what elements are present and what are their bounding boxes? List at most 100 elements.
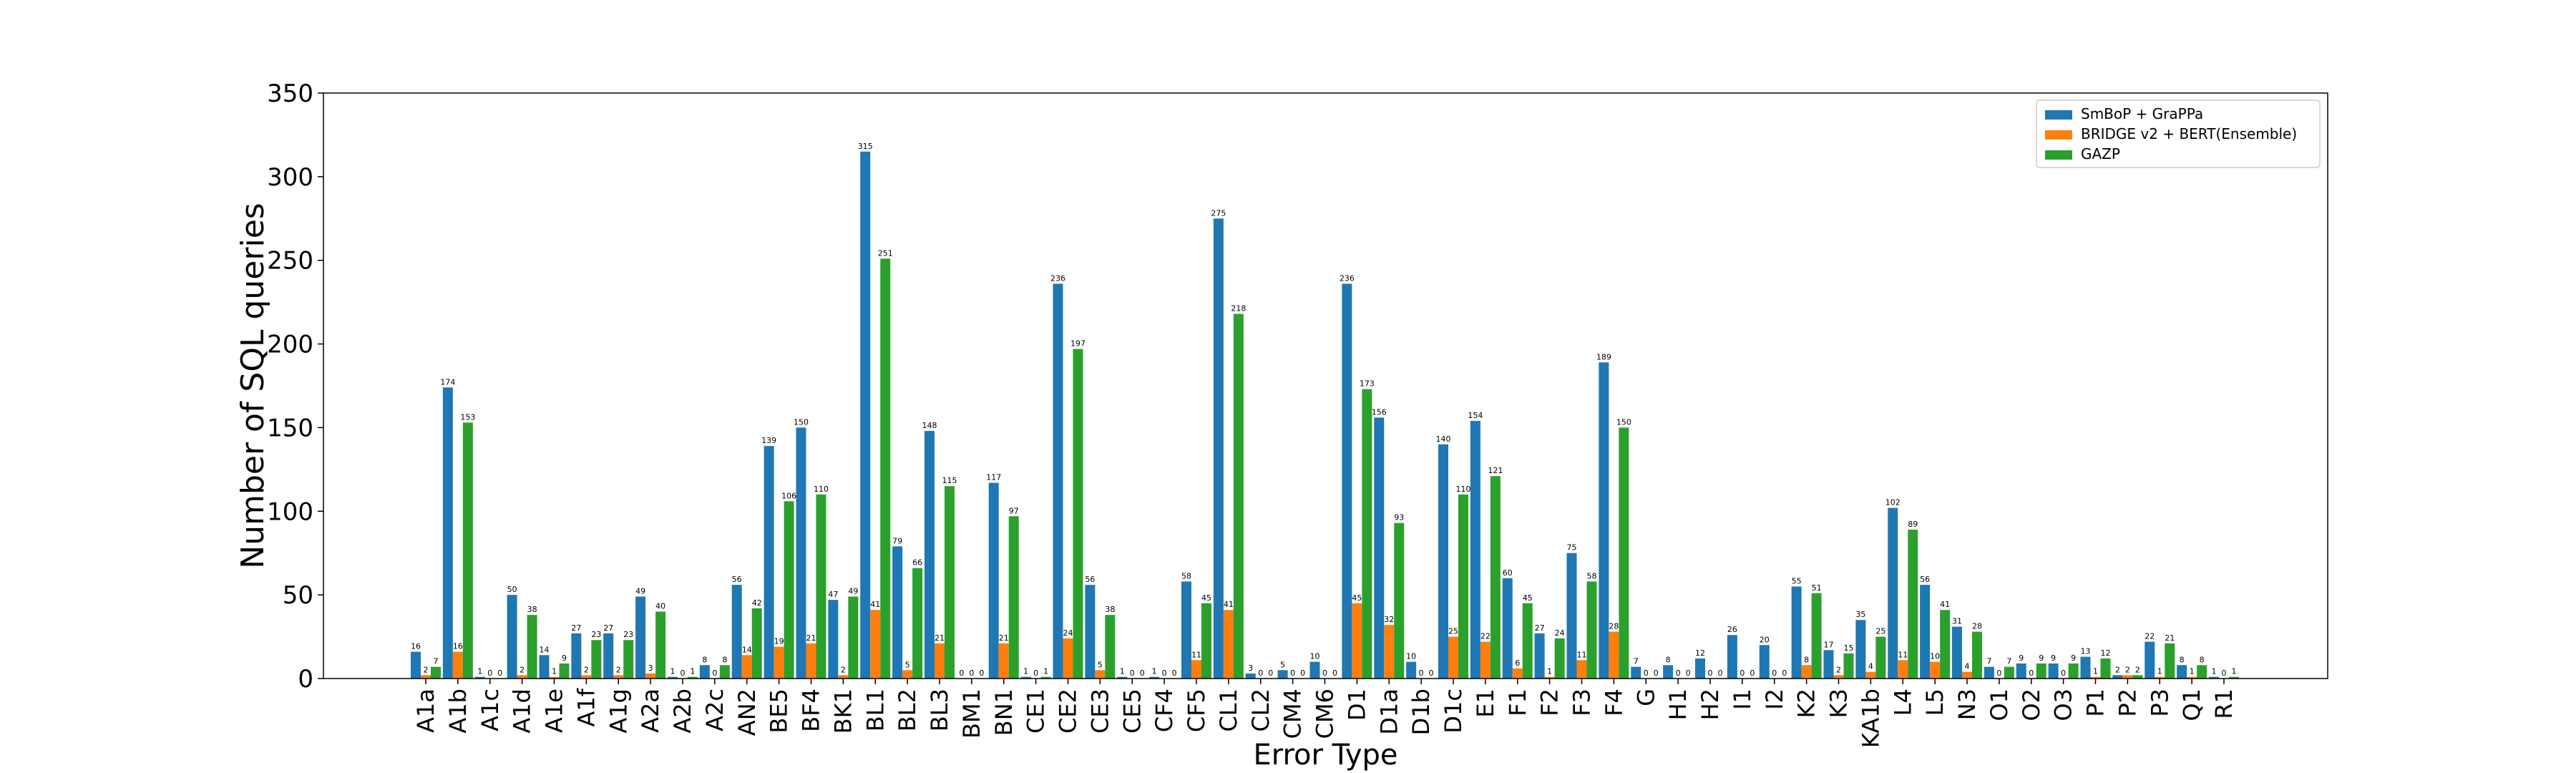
bar-gazp [1458, 494, 1468, 679]
bar-gazp [1586, 581, 1597, 679]
bar-value-label: 5 [905, 660, 910, 669]
bar-value-label: 117 [986, 473, 1001, 482]
bar-bridge [1544, 676, 1555, 679]
bar-smbop [924, 431, 935, 679]
bar-value-label: 8 [2200, 655, 2205, 664]
bar-bridge [1512, 668, 1523, 679]
bar-value-label: 31 [1952, 617, 1962, 626]
bar-gazp [1362, 389, 1372, 679]
bar-value-label: 0 [1676, 669, 1681, 678]
bar-gazp [1490, 476, 1501, 679]
bar-value-label: 5 [1280, 660, 1285, 669]
bar-value-label: 236 [1050, 273, 1065, 283]
bar-smbop [411, 651, 421, 679]
bar-smbop [474, 676, 485, 679]
bar-value-label: 11 [1191, 650, 1201, 659]
bar-gazp [816, 494, 826, 679]
bar-smbop [1470, 421, 1480, 679]
bar-value-label: 1 [2093, 667, 2098, 676]
bar-smbop [1309, 661, 1320, 679]
x-tick-label: I1 [1729, 689, 1756, 710]
bar-smbop [539, 655, 550, 679]
bar-smbop [1952, 626, 1962, 679]
bar-value-label: 35 [1855, 610, 1865, 619]
bar-value-label: 0 [1332, 669, 1337, 678]
bar-gazp [688, 676, 698, 679]
bar-smbop [1663, 665, 1674, 679]
bar-value-label: 0 [1740, 669, 1745, 678]
bar-smbop [1181, 581, 1191, 679]
bar-value-label: 2 [424, 665, 429, 674]
bar-smbop [1855, 620, 1866, 679]
x-tick-label: D1 [1343, 689, 1370, 721]
bar-bridge [1898, 660, 1908, 679]
bar-value-label: 315 [858, 142, 873, 151]
bar-smbop [1631, 666, 1641, 679]
bar-value-label: 156 [1372, 407, 1387, 417]
bar-gazp [591, 640, 602, 679]
bar-value-label: 2 [2115, 665, 2120, 674]
x-tick-label: KA1b [1857, 689, 1884, 748]
bar-value-label: 2 [1836, 665, 1841, 674]
bar-smbop [860, 151, 871, 679]
y-tick-label: 150 [267, 414, 313, 442]
bar-value-label: 115 [942, 476, 957, 485]
bar-value-label: 1 [1043, 667, 1048, 676]
bar-value-label: 5 [1098, 660, 1103, 669]
x-tick-label: CF4 [1151, 689, 1178, 732]
bar-value-label: 50 [507, 585, 517, 594]
x-tick-label: A1e [541, 689, 568, 733]
bar-smbop [1149, 676, 1160, 679]
bar-value-label: 11 [1898, 650, 1908, 659]
bar-value-label: 0 [1140, 669, 1145, 678]
bar-bridge [1801, 665, 1812, 679]
bar-smbop [1534, 633, 1545, 679]
y-tick-label: 350 [267, 79, 313, 108]
bar-gazp [848, 596, 859, 679]
bar-value-label: 0 [1686, 669, 1691, 678]
bar-gazp [2100, 658, 2111, 679]
bar-smbop [796, 427, 806, 679]
bar-smbop [635, 596, 646, 679]
bar-value-label: 12 [2101, 648, 2111, 658]
bar-value-label: 153 [460, 412, 475, 422]
x-tick-label: CL1 [1215, 689, 1242, 732]
bar-value-label: 0 [1772, 669, 1777, 678]
bar-gazp [2165, 643, 2175, 679]
bar-value-label: 27 [571, 623, 581, 633]
bar-smbop [2080, 656, 2091, 679]
bar-gazp [1522, 603, 1533, 679]
bar-smbop [1888, 507, 1898, 679]
bar-value-label: 0 [959, 669, 964, 678]
bar-smbop [2145, 641, 2155, 679]
bar-value-label: 9 [2071, 653, 2076, 663]
bar-value-label: 0 [497, 669, 502, 678]
x-tick-label: CE1 [1023, 689, 1050, 734]
y-tick-label: 100 [267, 497, 313, 526]
bar-value-label: 27 [603, 623, 613, 633]
bar-bridge [645, 673, 656, 679]
bar-value-label: 2 [2135, 665, 2140, 674]
bar-value-label: 41 [870, 600, 880, 609]
bar-gazp [1619, 427, 1629, 679]
bar-gazp [1843, 653, 1854, 679]
bar-value-label: 2 [841, 665, 846, 674]
bar-value-label: 56 [732, 575, 742, 584]
bar-smbop [1020, 676, 1031, 679]
bar-value-label: 0 [487, 669, 492, 678]
bar-gazp [912, 568, 923, 679]
bar-smbop [1406, 661, 1417, 679]
bar-gazp [462, 422, 473, 679]
y-tick-label: 0 [298, 665, 313, 694]
bar-value-label: 0 [1300, 669, 1305, 678]
legend-label: BRIDGE v2 + BERT(Ensemble) [2081, 125, 2297, 142]
bar-smbop [2209, 676, 2219, 679]
bar-value-label: 1 [1547, 667, 1552, 676]
bar-gazp [655, 611, 666, 679]
bar-bridge [870, 610, 881, 679]
x-tick-label: BE5 [766, 689, 793, 734]
bar-value-label: 10 [1406, 652, 1416, 661]
bar-value-label: 0 [1644, 669, 1649, 678]
bar-smbop [2048, 663, 2059, 679]
